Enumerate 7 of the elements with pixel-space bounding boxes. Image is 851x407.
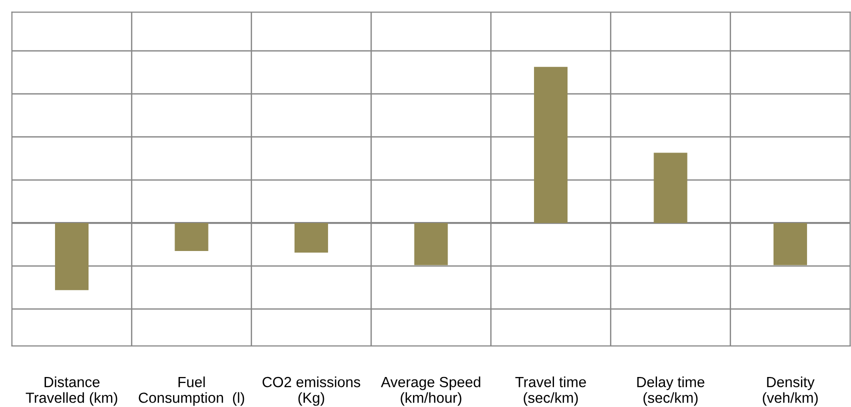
x-tick-label: Delay time (sec/km): [637, 376, 704, 406]
x-tick-label: Distance Travelled (km): [26, 376, 118, 406]
x-tick-label: Average Speed (km/hour): [380, 376, 480, 406]
x-tick-label: Travel time (sec/km): [515, 376, 586, 406]
x-tick-label: Density (veh/km): [762, 376, 818, 406]
x-tick-label: Fuel Consumption (l): [138, 376, 244, 406]
x-tick-label: CO2 emissions (Kg): [262, 376, 360, 406]
